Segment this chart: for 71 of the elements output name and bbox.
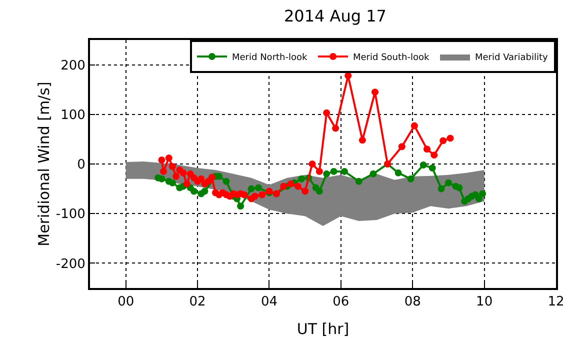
point: [428, 164, 436, 172]
point: [198, 175, 205, 182]
point: [440, 137, 447, 144]
point: [158, 156, 166, 164]
point: [165, 154, 172, 162]
point: [237, 202, 244, 210]
x-tick-label: 08: [404, 294, 421, 310]
point: [298, 175, 305, 182]
legend-label: Merid North-look: [232, 53, 308, 64]
point: [240, 191, 248, 198]
point: [410, 122, 418, 130]
point: [316, 168, 323, 175]
point: [323, 109, 330, 116]
point: [344, 72, 352, 80]
legend-label: Merid South-look: [353, 53, 430, 64]
point: [430, 152, 438, 159]
point: [420, 161, 427, 168]
point: [330, 168, 338, 175]
legend-label: Merid Variability: [475, 53, 549, 64]
point: [355, 178, 362, 185]
point: [158, 175, 166, 182]
point: [398, 143, 406, 150]
x-tick-label: 06: [332, 294, 350, 310]
point: [160, 168, 167, 175]
point: [294, 182, 302, 190]
point: [190, 188, 198, 195]
point: [248, 185, 255, 192]
point: [254, 184, 262, 192]
x-tick-label: 04: [260, 294, 278, 310]
point: [280, 182, 288, 190]
point: [370, 170, 377, 178]
chart-title: 2014 Aug 17: [284, 6, 386, 26]
point: [479, 190, 486, 198]
point: [180, 169, 187, 176]
x-tick-label: 12: [548, 294, 564, 310]
point: [172, 172, 180, 180]
point: [444, 179, 452, 186]
y-tick-label: -100: [56, 207, 86, 222]
point: [371, 88, 378, 96]
point: [168, 162, 176, 170]
point: [316, 188, 323, 195]
point: [394, 169, 402, 176]
point: [407, 175, 414, 182]
y-tick-label: 0: [77, 158, 86, 173]
x-axis-title: UT [hr]: [296, 320, 350, 338]
point: [438, 185, 445, 192]
point: [183, 180, 190, 188]
point: [168, 179, 176, 186]
y-tick-label: 200: [60, 58, 86, 74]
point: [332, 124, 340, 132]
point: [341, 168, 348, 175]
y-axis-title: Meridional Wind [m/s]: [35, 82, 53, 246]
point: [201, 188, 208, 195]
point: [251, 192, 258, 200]
point: [358, 136, 366, 144]
point: [323, 170, 330, 178]
y-tick-label: -200: [56, 256, 86, 272]
point: [423, 146, 430, 153]
point: [475, 195, 482, 202]
y-tick-label: 100: [60, 108, 86, 123]
point: [287, 180, 294, 188]
point: [446, 134, 454, 142]
point: [208, 174, 216, 181]
point: [258, 191, 266, 198]
point: [302, 188, 309, 195]
x-tick-label: 10: [476, 294, 493, 310]
x-tick-label: 02: [189, 294, 206, 310]
point: [222, 178, 230, 185]
point: [456, 184, 463, 192]
point: [308, 160, 316, 168]
x-tick-label: 00: [118, 294, 134, 310]
